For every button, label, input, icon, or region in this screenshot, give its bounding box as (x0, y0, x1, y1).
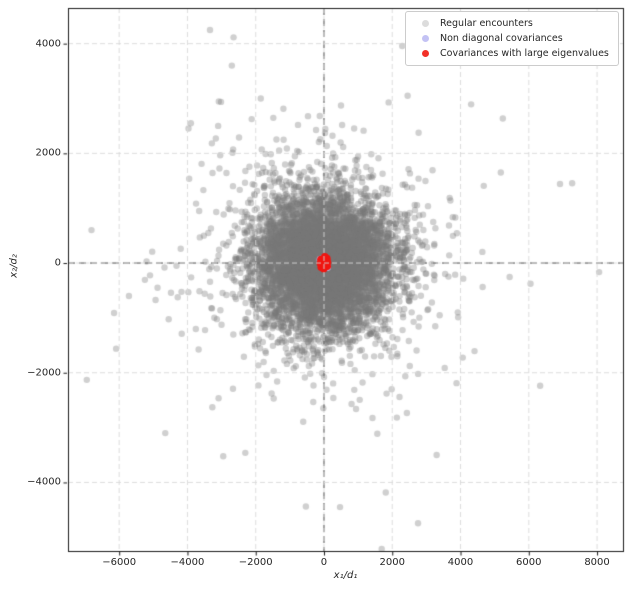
y-tick-label: 2000 (35, 147, 61, 159)
x-tick-label: 6000 (516, 557, 542, 568)
red-dot-icon (422, 50, 429, 57)
legend-label: Covariances with large eigenvalues (440, 48, 609, 59)
x-tick-label: 2000 (379, 557, 405, 568)
legend: Regular encounters Non diagonal covarian… (405, 11, 619, 66)
legend-label: Non diagonal covariances (440, 33, 563, 44)
y-axis-label: x₂/d₂ (8, 254, 20, 278)
y-tick-label: 4000 (35, 38, 61, 50)
x-tick-label: −4000 (170, 557, 205, 568)
y-tick-label: −2000 (27, 367, 61, 379)
legend-item-regular-encounters: Regular encounters (413, 17, 610, 30)
legend-label: Regular encounters (440, 18, 533, 29)
legend-item-large-eigenvalues: Covariances with large eigenvalues (413, 47, 610, 60)
gray-dot-icon (422, 20, 429, 27)
x-tick-label: 0 (320, 557, 328, 568)
x-axis-label: x₁/d₁ (333, 570, 358, 581)
x-tick-label: 4000 (447, 557, 474, 568)
y-tick-label: 0 (54, 257, 61, 269)
legend-item-non-diagonal-covariances: Non diagonal covariances (413, 32, 610, 45)
x-tick-label: −6000 (102, 557, 137, 568)
x-tick-label: 8000 (584, 557, 610, 568)
lavender-dot-icon (422, 35, 429, 42)
y-tick-label: −4000 (27, 476, 61, 488)
x-tick-label: −2000 (238, 557, 273, 568)
